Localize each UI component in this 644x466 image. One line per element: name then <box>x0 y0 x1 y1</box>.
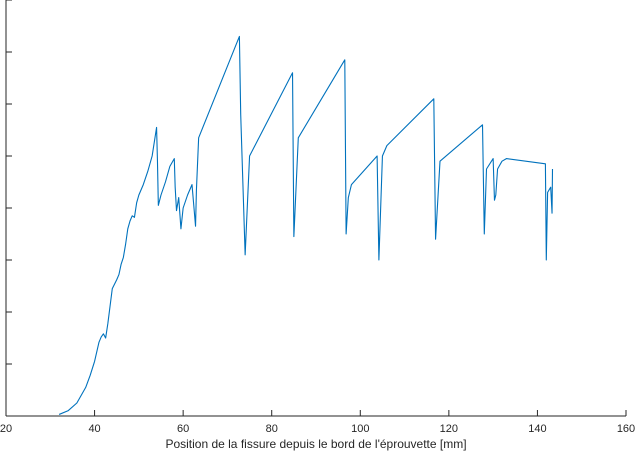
plot-background <box>6 0 626 416</box>
x-tick-labels: 20 40 60 80 100 120 140 160 <box>0 423 635 435</box>
x-tick-label-60: 60 <box>177 423 189 435</box>
x-tick-label-140: 140 <box>528 423 546 435</box>
x-axis-label: Position de la fissure depuis le bord de… <box>165 437 466 451</box>
x-tick-label-80: 80 <box>266 423 278 435</box>
x-tick-label-20: 20 <box>0 423 12 435</box>
series-line <box>58 35 554 415</box>
x-tick-label-120: 120 <box>440 423 458 435</box>
x-tick-label-100: 100 <box>351 423 369 435</box>
x-tick-label-160: 160 <box>617 423 635 435</box>
y-ticks <box>6 0 12 417</box>
x-tick-label-40: 40 <box>88 423 100 435</box>
